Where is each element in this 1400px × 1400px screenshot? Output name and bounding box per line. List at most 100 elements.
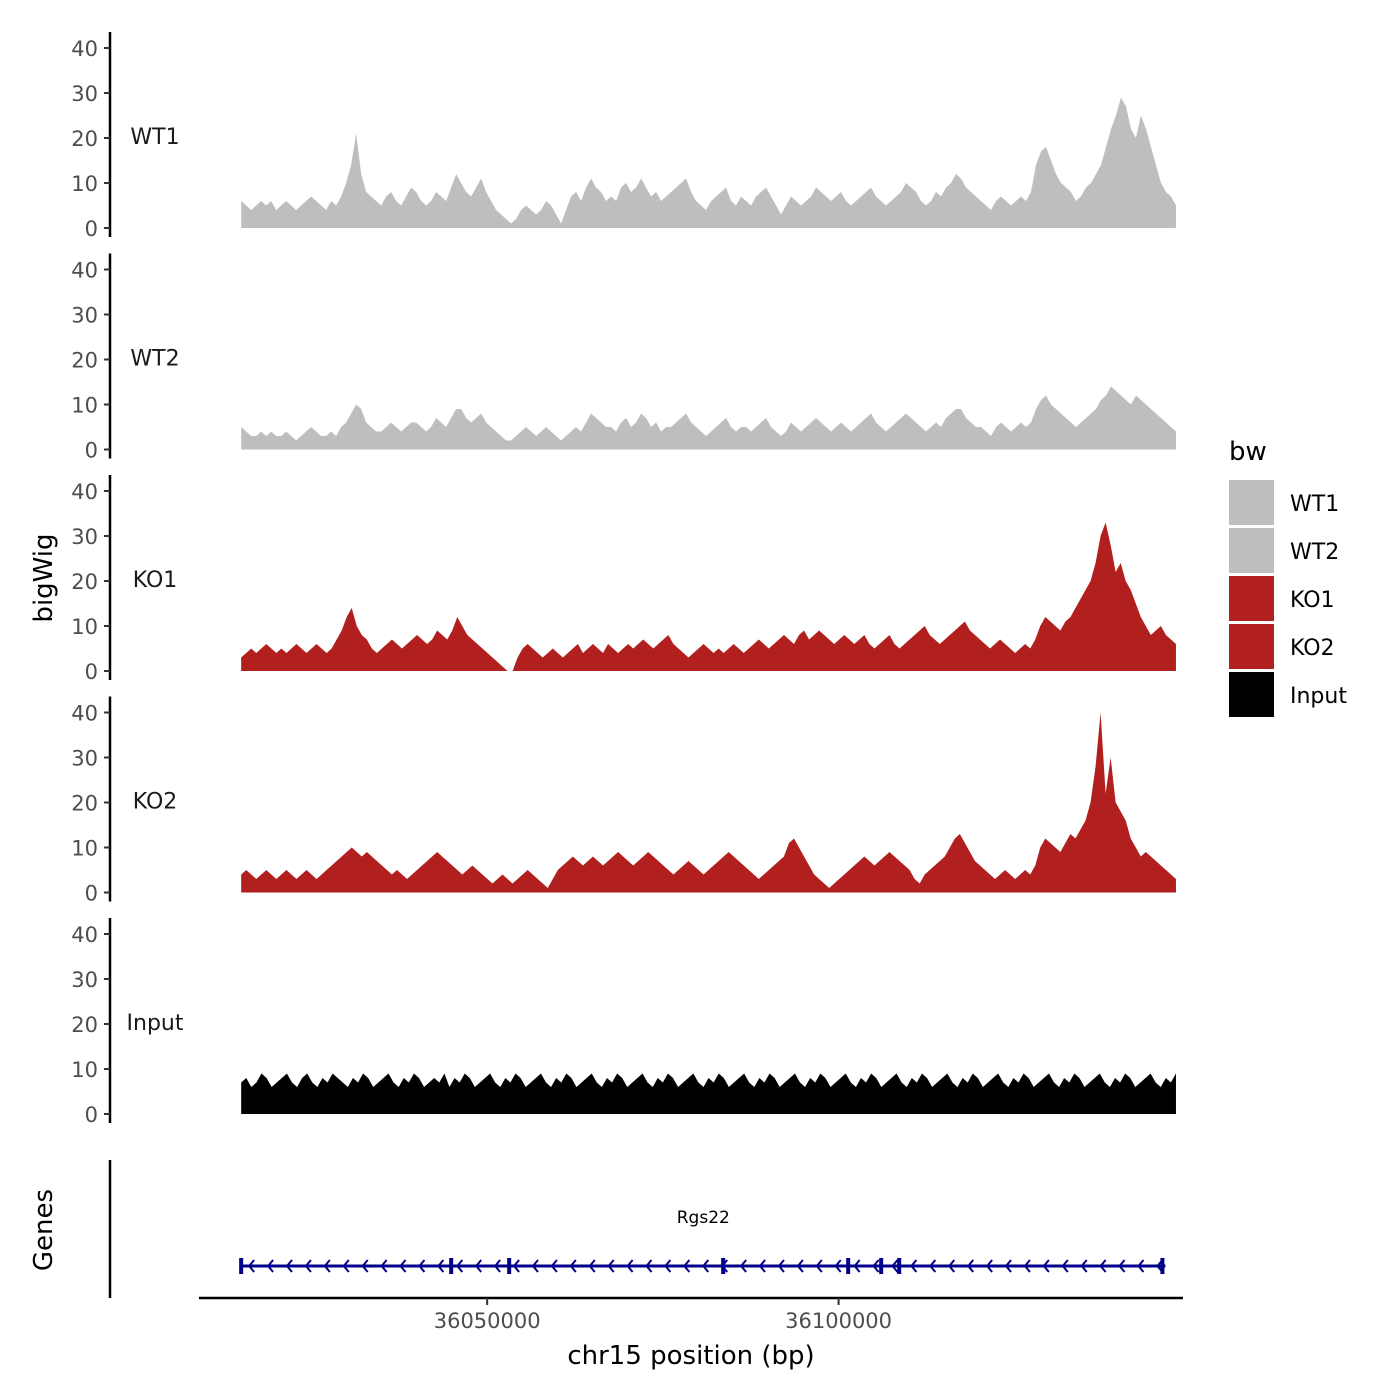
y-tick-label: 40 [71, 702, 98, 726]
strand-arrow [834, 1259, 842, 1273]
strand-arrow [304, 1259, 312, 1273]
strand-arrow [891, 1259, 899, 1273]
y-tick-label: 0 [85, 1103, 98, 1127]
y-tick-label: 40 [71, 480, 98, 504]
y-tick-label: 20 [71, 1013, 98, 1037]
y-tick-label: 30 [71, 82, 98, 106]
track-name-label: WT2 [130, 347, 179, 372]
y-tick-label: 10 [71, 615, 98, 639]
strand-arrow [588, 1259, 596, 1273]
y-tick-label: 0 [85, 439, 98, 463]
signal-area-ko2 [241, 712, 1176, 893]
strand-arrow [947, 1259, 956, 1273]
y-tick-label: 10 [71, 394, 98, 418]
strand-arrow [607, 1259, 615, 1273]
strand-arrow [247, 1259, 255, 1273]
strand-arrow [645, 1259, 653, 1273]
legend-key-wt2 [1229, 528, 1274, 573]
strand-arrow [777, 1259, 785, 1273]
strand-arrow [474, 1259, 483, 1273]
strand-arrow [323, 1259, 331, 1273]
x-axis-label: chr15 position (bp) [567, 1341, 814, 1371]
exon-block [721, 1258, 726, 1274]
strand-arrow [796, 1259, 804, 1273]
legend-label: WT2 [1290, 540, 1339, 565]
strand-arrow [815, 1259, 823, 1273]
strand-arrow [361, 1259, 369, 1273]
strand-arrow [399, 1259, 407, 1273]
strand-arrow [418, 1259, 426, 1273]
genes-track-label: Genes [29, 1189, 59, 1271]
y-tick-label: 30 [71, 968, 98, 992]
strand-arrow [910, 1259, 918, 1273]
strand-arrow [853, 1259, 861, 1273]
track-ko2: 0 10 20 30 40 KO2 [71, 696, 1176, 906]
track-wt1: 0 10 20 30 40 WT1 [71, 32, 1176, 241]
strand-arrow [664, 1259, 672, 1273]
y-tick-label: 30 [71, 747, 98, 771]
strand-arrow [1080, 1259, 1088, 1273]
gene-name-label: Rgs22 [677, 1208, 730, 1228]
strand-arrow [758, 1259, 766, 1273]
strand-arrow [985, 1259, 993, 1273]
strand-arrow [1042, 1259, 1050, 1273]
legend-key-wt1 [1229, 480, 1274, 525]
legend-key-input [1229, 672, 1274, 717]
exon-block [507, 1258, 512, 1274]
x-tick-label: 36050000 [434, 1309, 541, 1333]
strand-arrow [701, 1259, 710, 1273]
legend-label: Input [1290, 684, 1347, 709]
y-tick-label: 10 [71, 837, 98, 861]
legend-key-ko2 [1229, 624, 1274, 669]
strand-arrow [493, 1259, 501, 1273]
strand-arrow [285, 1259, 293, 1273]
y-tick-label: 20 [71, 570, 98, 594]
y-tick-label: 30 [71, 304, 98, 328]
y-tick-label: 40 [71, 37, 98, 61]
strand-arrow [929, 1259, 937, 1273]
strand-arrow [1118, 1259, 1126, 1273]
strand-arrow [683, 1259, 691, 1273]
legend-label: KO1 [1290, 588, 1335, 613]
strand-arrow [512, 1259, 520, 1273]
strand-arrow [1004, 1259, 1012, 1273]
strand-arrow [966, 1259, 974, 1273]
y-tick-label: 10 [71, 1058, 98, 1082]
signal-tracks: 0 10 20 30 40 WT1 0 10 20 30 40 WT2 0 10 20 30 40 KO1 0 10 2… [71, 32, 1176, 1127]
legend-title: bw [1229, 437, 1267, 467]
y-axis-label: bigWig [29, 533, 59, 622]
y-tick-label: 10 [71, 172, 98, 196]
legend: bw WT1 WT2 KO1 KO2 Input [1229, 437, 1347, 717]
genes-track: Rgs22 [108, 1160, 1166, 1298]
legend-key-ko1 [1229, 576, 1274, 621]
signal-area-input [241, 1073, 1176, 1114]
strand-arrow [1099, 1259, 1107, 1273]
strand-arrow [1023, 1259, 1031, 1273]
y-tick-label: 30 [71, 525, 98, 549]
track-input: 0 10 20 30 40 Input [71, 918, 1176, 1127]
legend-label: WT1 [1290, 492, 1339, 517]
y-tick-label: 20 [71, 792, 98, 816]
legend-label: KO2 [1290, 636, 1335, 661]
y-tick-label: 20 [71, 349, 98, 373]
signal-area-wt1 [241, 97, 1176, 228]
strand-arrow [531, 1259, 539, 1273]
y-tick-label: 0 [85, 660, 98, 684]
strand-arrow [569, 1259, 577, 1273]
y-tick-label: 0 [85, 217, 98, 241]
exon-block [846, 1258, 851, 1274]
strand-arrow [739, 1259, 747, 1273]
track-name-label: KO1 [133, 568, 178, 593]
y-tick-label: 0 [85, 882, 98, 906]
y-tick-label: 20 [71, 127, 98, 151]
track-name-label: Input [127, 1011, 184, 1036]
strand-arrow [1061, 1259, 1069, 1273]
gene-model: Rgs22 [239, 1208, 1166, 1274]
signal-area-ko1 [241, 522, 1176, 671]
x-axis-ticks: 36050000 36100000 [434, 1298, 892, 1333]
strand-arrow [266, 1259, 274, 1273]
track-ko1: 0 10 20 30 40 KO1 [71, 475, 1176, 684]
track-wt2: 0 10 20 30 40 WT2 [71, 253, 1176, 463]
strand-arrow [380, 1259, 388, 1273]
